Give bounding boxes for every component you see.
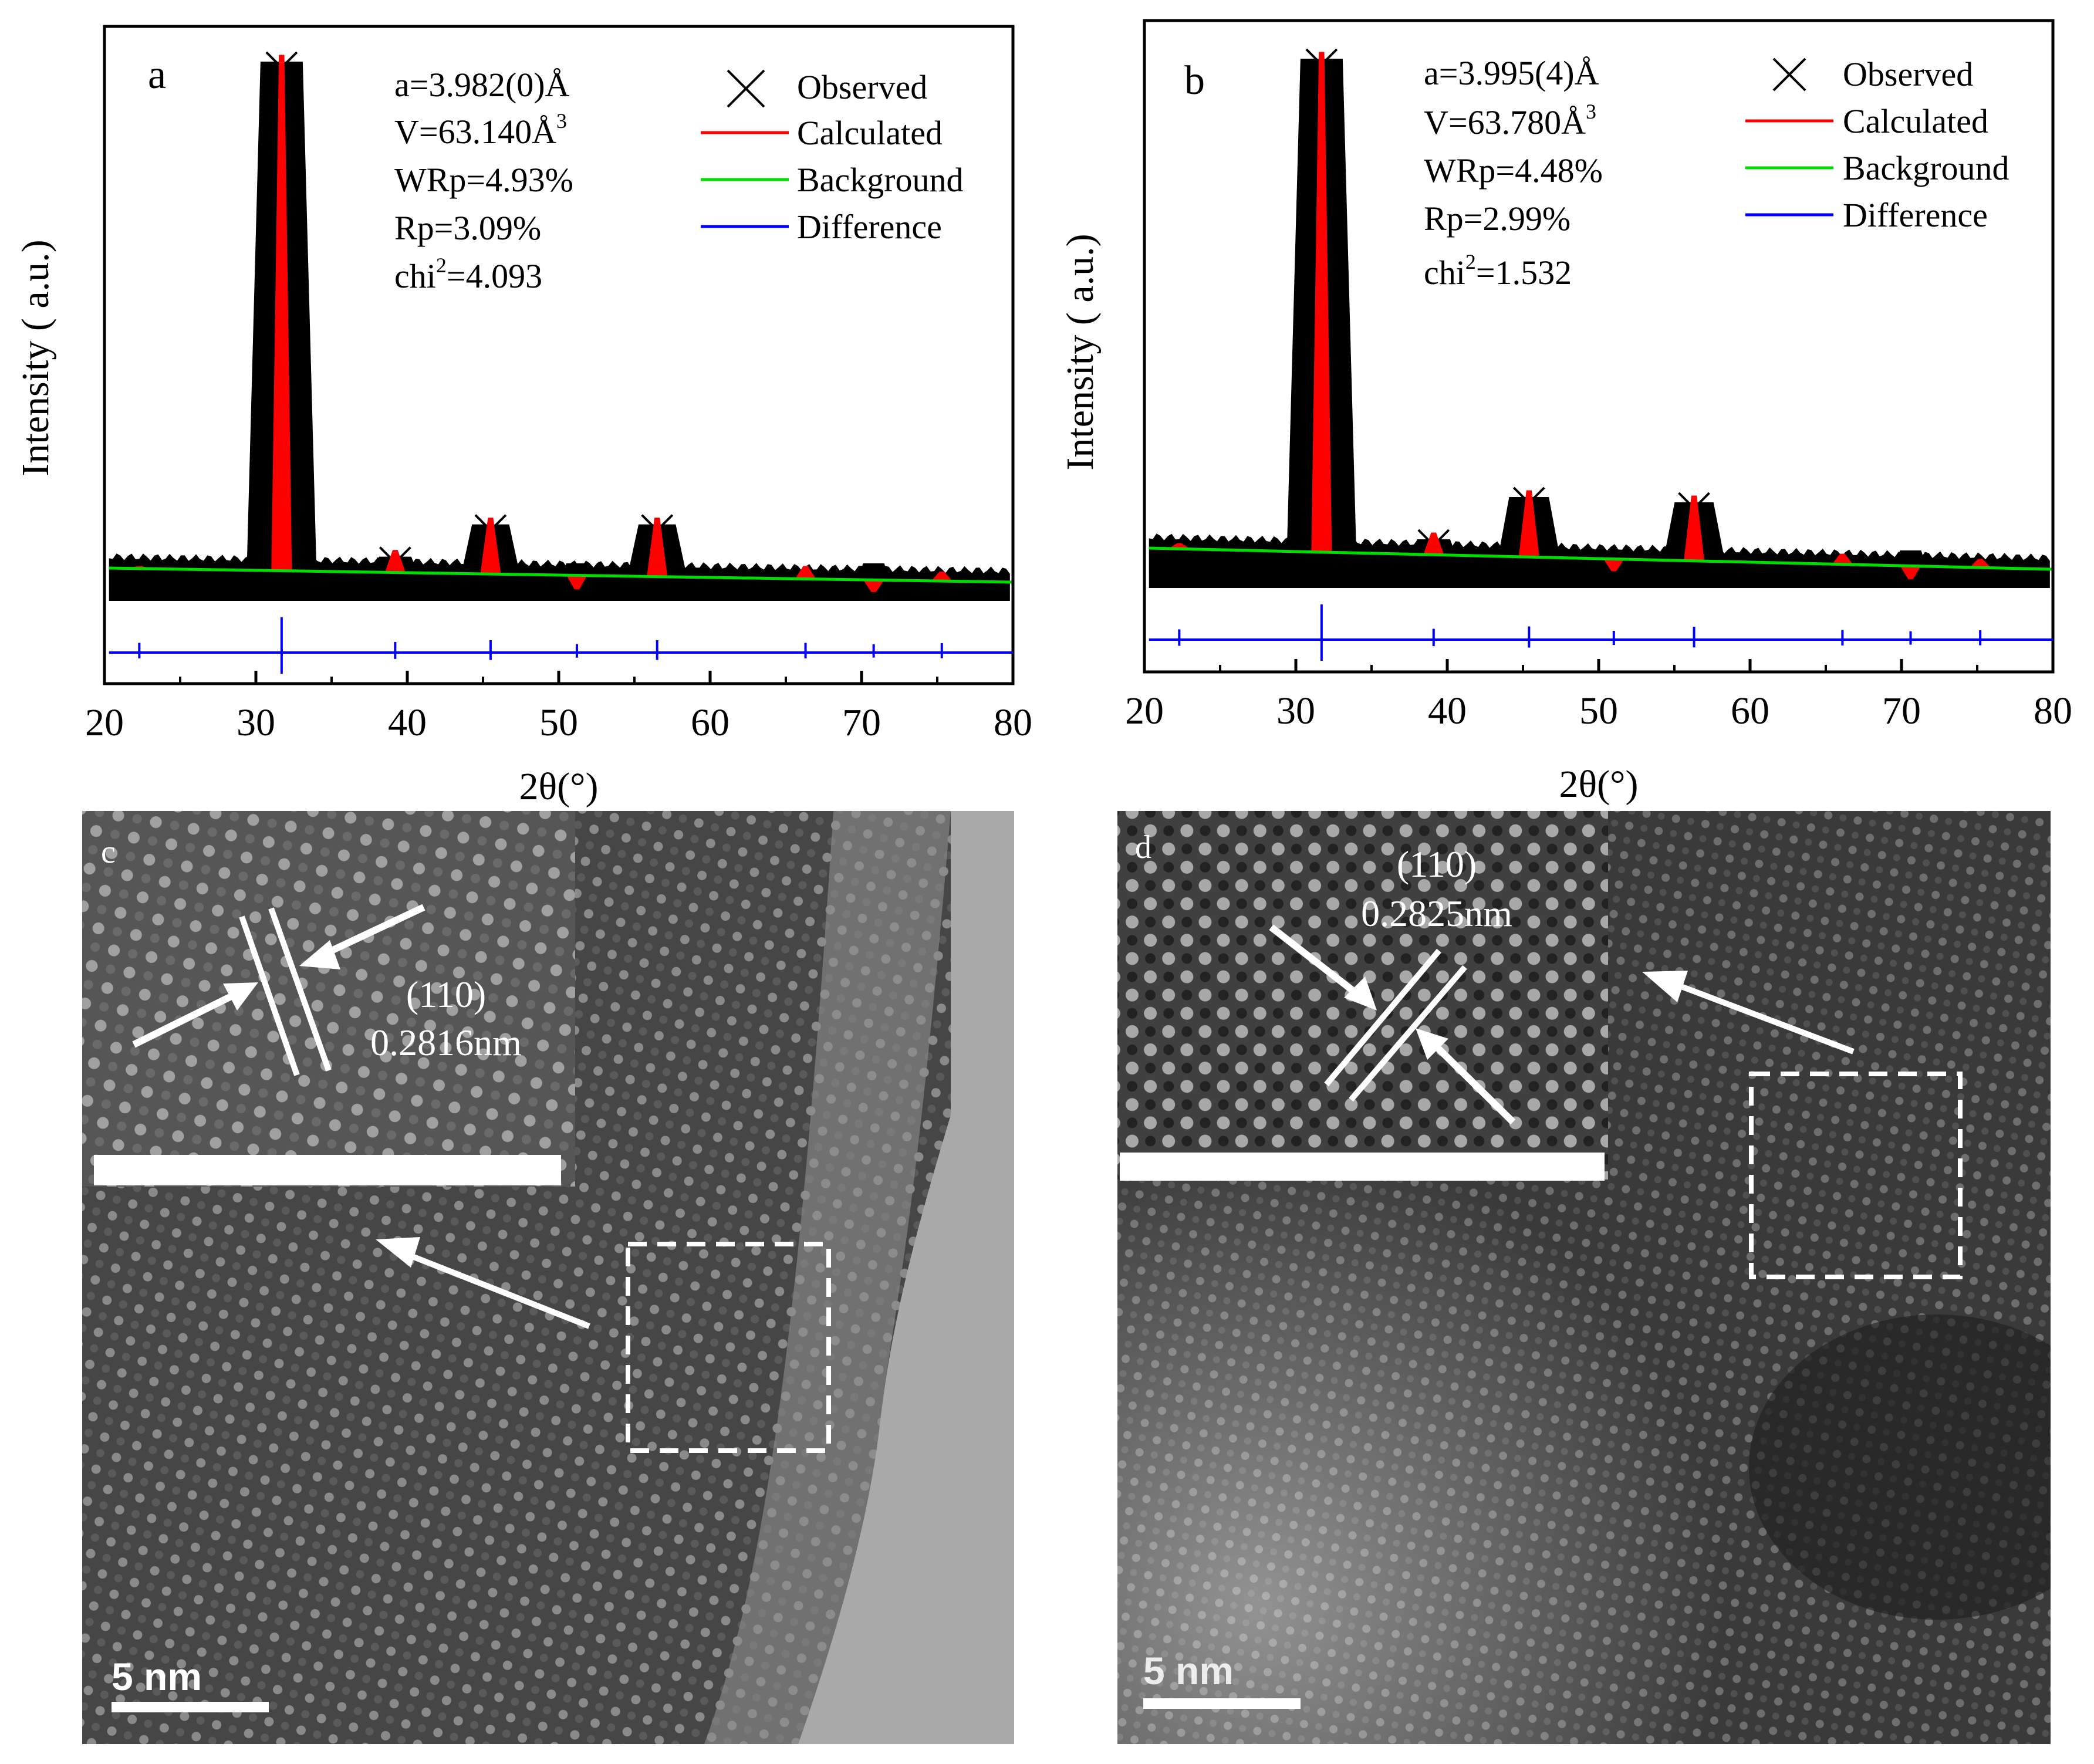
legend-a-calculated-label: Calculated <box>797 114 943 152</box>
legend-a-difference-label: Difference <box>797 208 942 246</box>
legend-b: Observed Calculated Background Differenc… <box>1745 55 2009 234</box>
tem-panel-d: d (110) 0.2825nm 5 nm <box>1117 811 2094 1744</box>
x-axis-label-b: 2θ(°) <box>1559 763 1639 806</box>
x-tick-label: 50 <box>539 701 578 744</box>
param-b-lattice: a=3.995(4)Å <box>1424 54 1599 92</box>
param-a-chi2: chi2=4.093 <box>394 254 542 295</box>
legend-a-calculated: Calculated <box>701 114 943 152</box>
x-axis-label-a: 2θ(°) <box>519 765 599 808</box>
x-tick-label: 30 <box>237 701 275 744</box>
legend-b-calculated: Calculated <box>1745 102 1988 140</box>
plane-label-d: (110) <box>1397 843 1477 885</box>
y-axis-label-a: Intensity ( a.u.) <box>14 239 57 476</box>
x-tick-label: 60 <box>1731 690 1769 732</box>
legend-a-background-label: Background <box>797 161 964 199</box>
legend-b-calculated-label: Calculated <box>1843 102 1988 140</box>
x-tick-label: 20 <box>85 701 124 744</box>
x-tick-label: 50 <box>1579 690 1618 732</box>
x-tick-label: 30 <box>1276 690 1315 732</box>
x-tick-label: 70 <box>1882 690 1921 732</box>
x-tick-label: 80 <box>994 701 1032 744</box>
x-tick-label: 40 <box>388 701 427 744</box>
legend-b-observed-label: Observed <box>1843 55 1973 93</box>
legend-b-difference-label: Difference <box>1843 196 1988 234</box>
legend-b-difference: Difference <box>1745 196 1988 234</box>
x-tick-label: 20 <box>1125 690 1164 732</box>
legend-a-background: Background <box>701 161 964 199</box>
xrd-panel-b: b 20 30 40 50 60 70 80 2θ(°) Intensity ( a.u.)… <box>1059 21 2072 806</box>
panel-label-b: b <box>1184 58 1205 103</box>
param-a-rp: Rp=3.09% <box>394 209 541 247</box>
x-axis-a: 20 30 40 50 60 70 80 <box>85 671 1032 744</box>
legend-a-observed-label: Observed <box>797 68 927 106</box>
y-axis-label-b: Intensity ( a.u.) <box>1059 234 1102 470</box>
refinement-params-b: a=3.995(4)Å V=63.780Å3 WRp=4.48% Rp=2.99… <box>1424 54 1603 292</box>
scale-bar-c <box>112 1702 269 1712</box>
panel-label-a: a <box>148 52 166 97</box>
param-b-volume: V=63.780Å3 <box>1424 100 1596 141</box>
panel-label-d: d <box>1135 829 1151 866</box>
param-b-rp: Rp=2.99% <box>1424 200 1570 238</box>
xrd-panel-a: a 20 30 40 50 60 70 80 2θ(°) Intensity ( a.u.)… <box>14 26 1032 808</box>
plot-area-b <box>1149 49 2053 661</box>
inset-scalebar-c <box>94 1155 561 1185</box>
spacing-label-d: 0.2825nm <box>1361 893 1512 934</box>
scale-label-c: 5 nm <box>112 1655 202 1698</box>
param-a-wrp: WRp=4.93% <box>394 161 573 199</box>
x-tick-label: 70 <box>842 701 881 744</box>
legend-a-difference: Difference <box>701 208 942 246</box>
refinement-params-a: a=3.982(0)Å V=63.140Å3 WRp=4.93% Rp=3.09… <box>394 66 573 295</box>
x-tick-label: 60 <box>691 701 729 744</box>
param-a-lattice: a=3.982(0)Å <box>394 66 570 104</box>
panel-label-c: c <box>101 834 116 870</box>
inset-image-c <box>82 811 575 1187</box>
scale-bar-d <box>1143 1698 1301 1709</box>
plane-label-c: (110) <box>406 974 486 1015</box>
inset-scalebar-d <box>1120 1153 1605 1181</box>
param-b-chi2: chi2=1.532 <box>1424 250 1572 292</box>
param-b-wrp: WRp=4.48% <box>1424 151 1603 190</box>
legend-b-background: Background <box>1745 149 2009 187</box>
tem-panel-c: c (110) 0.2816nm 5 nm <box>82 811 1014 1744</box>
legend-a-observed: Observed <box>728 68 927 107</box>
legend-b-observed: Observed <box>1774 55 1973 93</box>
spacing-label-c: 0.2816nm <box>370 1022 522 1063</box>
param-a-volume: V=63.140Å3 <box>394 109 567 151</box>
legend-a: Observed Calculated Background Differenc… <box>701 68 964 246</box>
x-tick-label: 80 <box>2034 690 2072 732</box>
x-axis-b: 20 30 40 50 60 70 80 <box>1125 659 2072 732</box>
legend-b-background-label: Background <box>1843 149 2009 187</box>
x-tick-label: 40 <box>1428 690 1467 732</box>
scale-label-d: 5 nm <box>1143 1649 1234 1692</box>
